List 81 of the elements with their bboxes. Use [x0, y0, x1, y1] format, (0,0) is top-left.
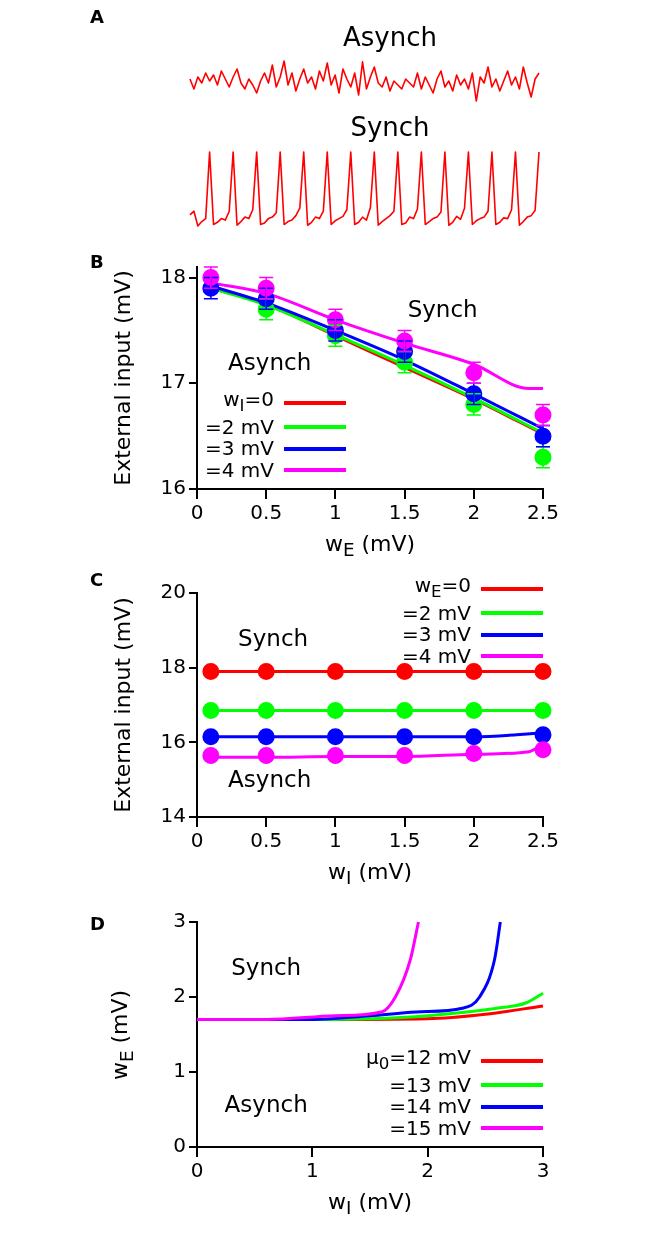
x-tick-label: 2: [467, 500, 481, 525]
point: [202, 662, 220, 680]
line-series: [195, 920, 420, 1021]
point: [202, 702, 220, 720]
point: [465, 745, 483, 763]
chart-title: C: [90, 569, 104, 590]
chart-title: Synch: [350, 112, 430, 142]
y-axis-title: External input (mV): [109, 597, 135, 813]
legend-label: =2 mV: [401, 600, 471, 625]
x-tick-label: 1: [305, 1158, 319, 1183]
point: [396, 702, 414, 720]
chart-title: Asynch: [343, 22, 437, 52]
annotation: Synch: [407, 296, 478, 323]
annotation: Asynch: [228, 349, 312, 376]
legend-label: =3 mV: [401, 622, 471, 646]
legend-label: μ$_{0}$=12 mV: [365, 1045, 471, 1073]
point: [202, 728, 220, 746]
x-tick-label: 1: [329, 828, 342, 853]
y-tick-label: 20: [160, 579, 186, 604]
x-tick-label: 2: [421, 1158, 435, 1183]
chart-title: D: [90, 913, 105, 934]
point: [326, 746, 344, 764]
legend-label: =3 mV: [205, 436, 275, 460]
x-tick-label: 1.5: [388, 500, 421, 525]
annotation: Synch: [238, 624, 309, 651]
point: [326, 728, 344, 746]
annotation: Synch: [231, 954, 302, 980]
x-tick-label: 2: [467, 828, 481, 853]
legend-label: =4 mV: [205, 457, 275, 482]
point: [465, 702, 483, 720]
x-tick-label: 0.5: [250, 828, 283, 853]
point: [396, 746, 414, 764]
point: [465, 662, 483, 680]
y-tick-label: 1: [173, 1058, 186, 1083]
legend-label: =4 mV: [401, 643, 471, 668]
x-axis-title: w$_{I}$ (mV): [327, 1189, 413, 1219]
point: [326, 662, 344, 680]
legend-label: =13 mV: [389, 1072, 471, 1097]
y-tick-label: 2: [173, 983, 186, 1008]
text: A: [90, 6, 104, 27]
legend-label: =15 mV: [389, 1115, 471, 1140]
point: [257, 746, 275, 764]
y-axis-title: External input (mV): [109, 270, 135, 486]
point: [257, 702, 275, 720]
x-tick-label: 0: [190, 1158, 204, 1183]
y-tick-label: 3: [173, 908, 186, 933]
y-tick-label: 18: [160, 653, 186, 678]
y-tick-label: 18: [160, 263, 186, 288]
y-tick-label: 17: [160, 369, 186, 394]
y-tick-label: 16: [160, 475, 186, 500]
point: [534, 702, 552, 720]
y-tick-label: 0: [173, 1133, 186, 1158]
point: [396, 662, 414, 680]
legend-label: w$_{I}$=0: [223, 387, 275, 415]
point: [257, 662, 275, 680]
point: [257, 728, 275, 746]
x-tick-label: 2.5: [527, 500, 559, 525]
chart-title: B: [90, 251, 104, 272]
point: [396, 728, 414, 746]
legend-label: =2 mV: [205, 414, 275, 439]
x-tick-label: 2.5: [527, 828, 559, 853]
point: [465, 728, 483, 746]
legend-label: w$_{E}$=0: [414, 573, 471, 601]
x-axis-title: w$_{E}$ (mV): [324, 531, 416, 561]
legend-label: =14 mV: [389, 1094, 471, 1118]
x-axis-title: w$_{I}$ (mV): [327, 859, 413, 889]
annotation: Asynch: [228, 765, 312, 792]
point: [326, 702, 344, 720]
x-tick-label: 1: [329, 500, 342, 525]
point: [202, 746, 220, 764]
point: [534, 741, 552, 759]
x-tick-label: 0: [190, 828, 204, 853]
x-tick-label: 1.5: [388, 828, 421, 853]
x-tick-label: 0.5: [250, 500, 283, 525]
x-tick-label: 3: [536, 1158, 550, 1183]
y-tick-label: 16: [160, 728, 186, 753]
annotation: Asynch: [224, 1091, 308, 1118]
x-tick-label: 0: [190, 500, 204, 525]
point: [534, 726, 552, 744]
y-tick-label: 14: [160, 803, 186, 828]
point: [534, 662, 552, 680]
